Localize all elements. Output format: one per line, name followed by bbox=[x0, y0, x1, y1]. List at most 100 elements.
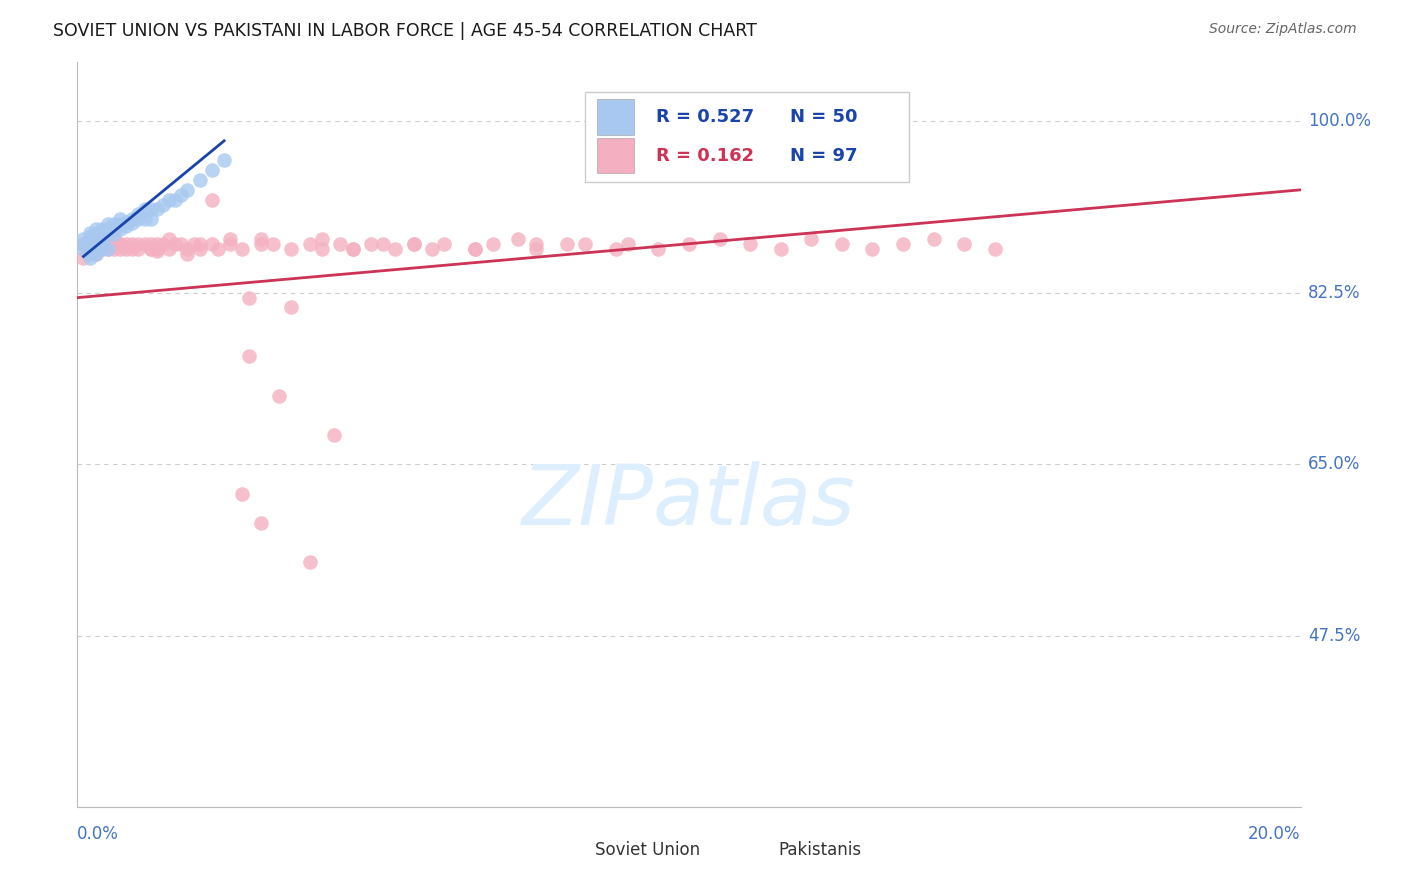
Point bbox=[127, 212, 149, 227]
Point bbox=[139, 202, 162, 217]
Point bbox=[121, 236, 143, 251]
Point bbox=[134, 212, 156, 227]
Point bbox=[90, 232, 112, 246]
Point bbox=[323, 427, 346, 442]
Point bbox=[157, 232, 180, 246]
Point bbox=[79, 226, 101, 240]
Point bbox=[84, 232, 107, 246]
Text: 65.0%: 65.0% bbox=[1308, 455, 1360, 474]
Point bbox=[84, 246, 107, 260]
Point bbox=[108, 212, 131, 227]
Text: N = 97: N = 97 bbox=[790, 146, 858, 164]
Point bbox=[115, 236, 138, 251]
Point bbox=[79, 230, 101, 244]
Point bbox=[79, 236, 101, 251]
Point bbox=[238, 350, 260, 364]
Point bbox=[90, 232, 112, 246]
Point bbox=[170, 236, 193, 251]
Point bbox=[72, 242, 94, 256]
Point bbox=[139, 242, 162, 256]
Text: 100.0%: 100.0% bbox=[1308, 112, 1371, 130]
Point bbox=[84, 242, 107, 256]
Text: N = 50: N = 50 bbox=[790, 108, 858, 126]
Point bbox=[298, 236, 321, 251]
Point bbox=[127, 207, 149, 221]
Text: 47.5%: 47.5% bbox=[1308, 627, 1360, 645]
Point bbox=[384, 242, 406, 256]
Point bbox=[342, 242, 364, 256]
Point bbox=[371, 236, 394, 251]
Point bbox=[139, 212, 162, 227]
Point bbox=[84, 236, 107, 251]
Point bbox=[647, 242, 669, 256]
Point bbox=[90, 222, 112, 236]
Point bbox=[103, 242, 125, 256]
Point bbox=[342, 242, 364, 256]
Point bbox=[72, 232, 94, 246]
Point bbox=[262, 236, 284, 251]
Point bbox=[219, 232, 242, 246]
Point bbox=[90, 236, 112, 251]
Bar bbox=[548, 839, 581, 862]
Point bbox=[72, 236, 94, 251]
Point bbox=[103, 236, 125, 251]
Text: ZIPatlas: ZIPatlas bbox=[522, 461, 856, 542]
Point bbox=[360, 236, 382, 251]
Point bbox=[134, 202, 156, 217]
Point bbox=[79, 242, 101, 256]
Point bbox=[72, 236, 94, 251]
Point bbox=[769, 242, 792, 256]
Text: Source: ZipAtlas.com: Source: ZipAtlas.com bbox=[1209, 22, 1357, 37]
Point bbox=[146, 242, 169, 256]
Point bbox=[482, 236, 505, 251]
Point bbox=[165, 236, 187, 251]
Point bbox=[108, 236, 131, 251]
Point bbox=[79, 232, 101, 246]
Point bbox=[146, 202, 169, 217]
Point bbox=[146, 244, 169, 258]
Point bbox=[84, 236, 107, 251]
Point bbox=[121, 212, 143, 227]
Point bbox=[97, 227, 120, 241]
Point bbox=[280, 301, 302, 315]
Bar bbox=[598, 137, 634, 173]
Point bbox=[176, 183, 198, 197]
Point bbox=[329, 236, 352, 251]
Point bbox=[311, 242, 333, 256]
Point bbox=[201, 236, 224, 251]
Point bbox=[891, 236, 914, 251]
Point bbox=[862, 242, 884, 256]
Point bbox=[115, 215, 138, 229]
Point bbox=[464, 242, 486, 256]
Point bbox=[134, 236, 156, 251]
Point bbox=[79, 234, 101, 248]
Point bbox=[574, 236, 596, 251]
Point bbox=[72, 252, 94, 266]
Point bbox=[90, 242, 112, 256]
Point bbox=[238, 291, 260, 305]
Point bbox=[269, 389, 291, 403]
Point bbox=[212, 153, 235, 168]
Text: Pakistanis: Pakistanis bbox=[779, 841, 862, 860]
Point bbox=[90, 236, 112, 251]
Point bbox=[79, 242, 101, 256]
Text: SOVIET UNION VS PAKISTANI IN LABOR FORCE | AGE 45-54 CORRELATION CHART: SOVIET UNION VS PAKISTANI IN LABOR FORCE… bbox=[53, 22, 758, 40]
Point bbox=[108, 217, 131, 231]
Point bbox=[108, 222, 131, 236]
Point bbox=[311, 232, 333, 246]
Point bbox=[103, 217, 125, 231]
Point bbox=[97, 222, 120, 236]
Text: 0.0%: 0.0% bbox=[77, 825, 120, 843]
Bar bbox=[598, 99, 634, 135]
Point bbox=[984, 242, 1007, 256]
Point bbox=[201, 163, 224, 178]
Point bbox=[84, 246, 107, 260]
Point bbox=[709, 232, 731, 246]
Point bbox=[108, 236, 131, 251]
Point bbox=[84, 232, 107, 246]
Point bbox=[207, 242, 229, 256]
Point bbox=[152, 236, 174, 251]
Point bbox=[84, 242, 107, 256]
Point bbox=[90, 227, 112, 241]
Point bbox=[157, 193, 180, 207]
